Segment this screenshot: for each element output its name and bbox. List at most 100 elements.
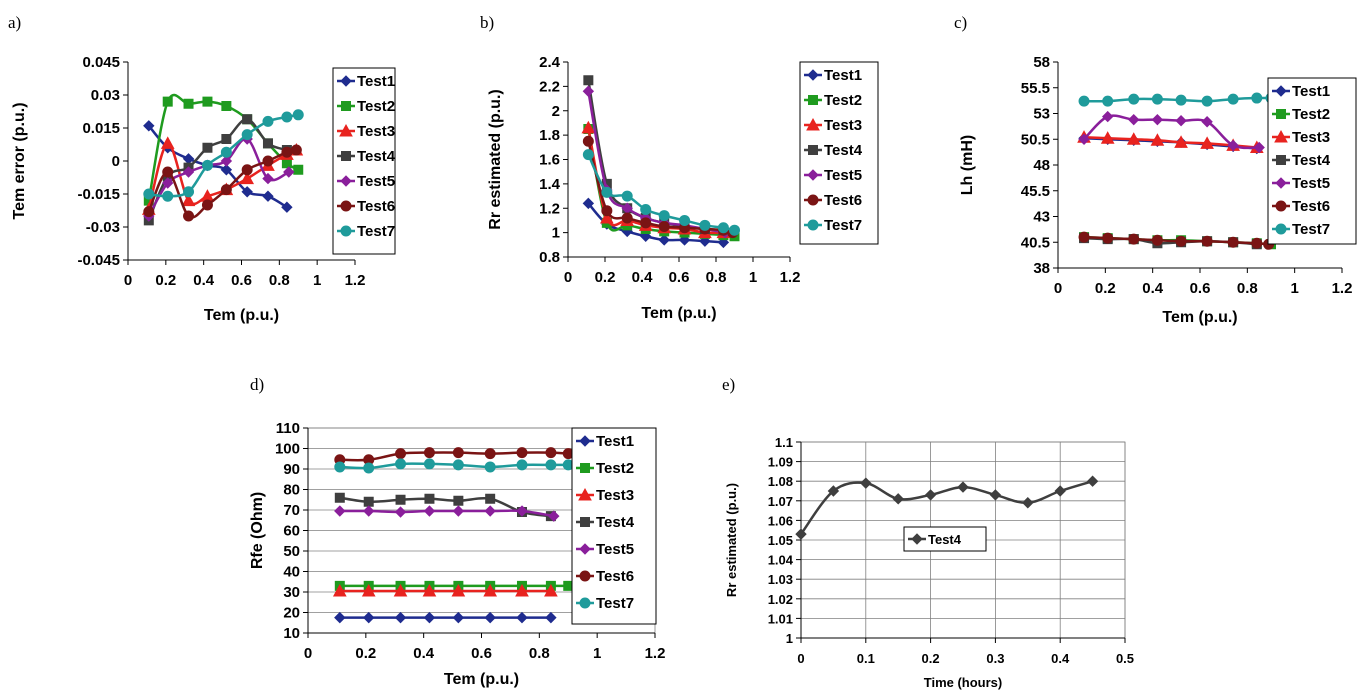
y-tick-label: 70 <box>283 502 300 519</box>
x-tick-label: 0.8 <box>529 645 550 662</box>
x-tick-label: 0.2 <box>1095 280 1116 297</box>
data-point-test1 <box>484 611 496 624</box>
data-point-test6 <box>162 166 174 178</box>
panel-label: a) <box>8 13 21 32</box>
legend-label: Test4 <box>596 514 635 531</box>
legend-marker <box>339 123 353 137</box>
legend-label: Test6 <box>596 568 634 585</box>
legend-label: Test4 <box>824 142 863 159</box>
data-point-test1 <box>363 611 375 624</box>
legend-marker <box>1276 155 1286 165</box>
legend-marker <box>806 117 820 131</box>
data-point-test3 <box>451 583 466 597</box>
data-point-test7 <box>395 458 407 470</box>
data-point-test1 <box>281 201 293 213</box>
chart-panel-b: b) 0.8 1 1.2 1.4 1.6 1.8 2 2.2 2.4 0 0.2 0.4 0.6 0.8 1 1… <box>480 13 879 322</box>
legend-marker <box>579 597 591 609</box>
x-axis-title: Tem (p.u.) <box>444 671 519 688</box>
data-point-test7 <box>717 222 729 234</box>
data-point-test2 <box>221 101 232 111</box>
data-point-test5 <box>182 166 195 178</box>
legend-label: Test4 <box>1292 152 1331 169</box>
y-tick-label: -0.03 <box>86 219 120 236</box>
data-point-test7 <box>1128 93 1140 105</box>
x-tick-label: 0.5 <box>1116 651 1134 666</box>
legend-marker <box>808 145 818 155</box>
data-point-test1 <box>143 120 155 132</box>
legend-label: Test7 <box>357 223 395 240</box>
data-point-test3 <box>544 583 558 597</box>
chart-panel-a: a) -0.045 -0.03 -0.015 0 0.015 0.03 0.045 0 0.2 0.… <box>8 13 396 324</box>
y-tick-label: 1.2 <box>539 200 560 217</box>
legend-marker <box>580 463 590 473</box>
x-tick-label: 1 <box>593 645 601 662</box>
data-point-test3 <box>361 583 376 597</box>
x-tick-label: 0.4 <box>1051 651 1070 666</box>
legend-marker <box>911 533 923 545</box>
data-point-test1 <box>423 611 436 624</box>
data-point-test1 <box>182 153 195 165</box>
x-tick-label: 0.2 <box>355 645 376 662</box>
x-tick-label: 0.4 <box>1142 280 1164 297</box>
legend-label: Test3 <box>357 123 395 140</box>
y-tick-label: 1.8 <box>539 127 560 144</box>
y-tick-label: 58 <box>1033 54 1050 71</box>
data-point-test2 <box>281 158 292 169</box>
legend-marker <box>579 570 591 582</box>
y-tick-label: 1.07 <box>768 494 793 509</box>
y-tick-label: 2 <box>552 103 560 120</box>
y-tick-label: 30 <box>283 584 300 601</box>
y-axis-title: Tem error (p.u.) <box>11 102 28 219</box>
data-point-test3 <box>1100 131 1115 144</box>
y-tick-label: 50 <box>283 543 300 560</box>
data-point-test6 <box>1227 236 1239 248</box>
data-point-test6 <box>601 205 613 217</box>
y-tick-label: 60 <box>283 523 300 540</box>
data-point-test4 <box>221 134 232 144</box>
legend-label: Test7 <box>1292 221 1330 238</box>
data-point-test4 <box>583 75 594 86</box>
data-point-test6 <box>201 199 213 211</box>
x-tick-label: 0.3 <box>986 651 1004 666</box>
data-point-test7 <box>1227 93 1239 105</box>
data-point-test4 <box>1086 475 1099 487</box>
data-point-test4 <box>860 477 872 489</box>
data-point-test6 <box>452 447 464 459</box>
data-point-test5 <box>1201 116 1213 128</box>
data-point-test7 <box>679 214 691 226</box>
data-point-test5 <box>334 505 346 517</box>
legend-marker <box>1274 129 1288 143</box>
data-point-test3 <box>332 583 347 597</box>
data-point-test7 <box>452 459 464 471</box>
data-point-test7 <box>582 149 594 161</box>
x-tick-label: 0.6 <box>669 269 690 286</box>
data-point-test6 <box>143 206 155 218</box>
data-point-test7 <box>545 459 557 471</box>
data-point-test7 <box>699 219 711 231</box>
data-point-test3 <box>160 136 175 149</box>
data-point-test3 <box>1126 132 1141 145</box>
data-point-test7 <box>1102 95 1114 107</box>
data-point-test7 <box>658 210 670 222</box>
data-point-test7 <box>640 203 652 215</box>
y-tick-label: 1.01 <box>768 611 793 626</box>
data-point-test7 <box>1175 94 1187 106</box>
legend-marker <box>807 219 819 231</box>
x-tick-label: 1 <box>1290 280 1298 297</box>
y-tick-label: 40.5 <box>1021 234 1050 251</box>
data-point-test6 <box>1102 232 1114 244</box>
data-point-test1 <box>658 234 670 246</box>
y-tick-label: 53 <box>1033 106 1050 123</box>
x-axis-title: Tem (p.u.) <box>1162 309 1237 326</box>
legend-marker <box>340 200 352 212</box>
panel-label: b) <box>480 13 494 32</box>
data-point-test4 <box>262 138 273 149</box>
data-point-test7 <box>1078 95 1090 107</box>
data-point-test7 <box>601 186 613 198</box>
y-tick-label: 38 <box>1033 260 1050 277</box>
data-point-test5 <box>582 85 595 97</box>
data-point-test2 <box>202 96 213 107</box>
data-point-test6 <box>1128 233 1140 245</box>
y-tick-label: 0.03 <box>91 87 120 104</box>
y-tick-label: 1.03 <box>768 572 793 587</box>
